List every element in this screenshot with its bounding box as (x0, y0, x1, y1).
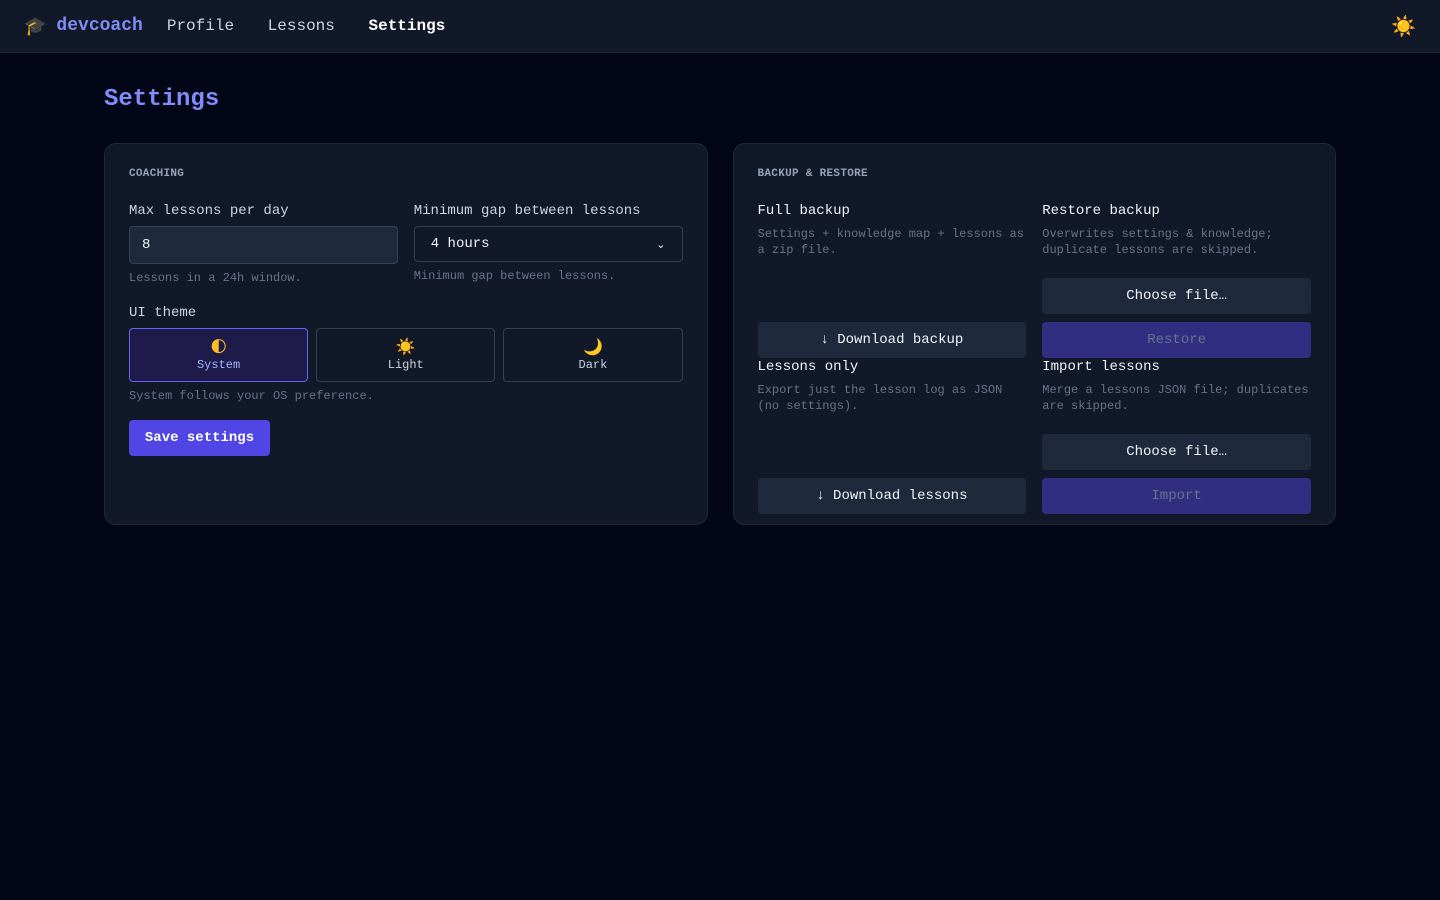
ui-theme-label: UI theme (129, 305, 197, 321)
restore-button[interactable]: Restore (1042, 322, 1311, 358)
theme-light-button[interactable]: ☀️ Light (316, 328, 496, 382)
min-gap-help: Minimum gap between lessons. (413, 269, 616, 283)
theme-label: Dark (578, 358, 608, 372)
save-settings-button[interactable]: Save settings (129, 420, 270, 456)
nav-lessons[interactable]: Lessons (267, 17, 335, 35)
theme-dark-button[interactable]: 🌙 Dark (503, 328, 683, 382)
backup-card: BACKUP & RESTORE Full backup Settings + … (732, 143, 1336, 525)
lessons-only-title: Lessons only (757, 359, 859, 375)
max-lessons-help: Lessons in a 24h window. (129, 271, 302, 285)
coaching-card: COACHING Max lessons per day 8 Lessons i… (104, 143, 708, 525)
theme-label: Light (387, 358, 424, 372)
theme-help: System follows your OS preference. (129, 389, 374, 403)
full-backup-title: Full backup (757, 203, 850, 219)
theme-system-button[interactable]: 🌓 System (129, 328, 309, 382)
full-backup-desc: Settings + knowledge map + lessons as a … (757, 227, 1024, 257)
theme-label: System (196, 358, 241, 372)
import-choose-file-button[interactable]: Choose file… (1042, 434, 1311, 470)
import-lessons-desc: Merge a lessons JSON file; duplicates ar… (1042, 383, 1309, 413)
nav-settings[interactable]: Settings (368, 17, 446, 35)
restore-choose-file-button[interactable]: Choose file… (1042, 278, 1311, 314)
max-lessons-input[interactable]: 8 (129, 226, 398, 264)
section-title: BACKUP & RESTORE (757, 168, 868, 180)
import-lessons-title: Import lessons (1042, 359, 1160, 375)
download-lessons-button[interactable]: ↓ Download lessons (757, 478, 1027, 514)
lessons-only-desc: Export just the lesson log as JSON (no s… (757, 383, 1003, 413)
sun-icon[interactable]: ☀️ (1391, 14, 1416, 38)
brand[interactable]: 🎓 devcoach (24, 16, 143, 37)
restore-backup-title: Restore backup (1042, 203, 1160, 219)
section-title: COACHING (129, 168, 185, 180)
graduation-cap-icon: 🎓 (24, 15, 47, 37)
sun-icon: ☀️ (395, 337, 416, 356)
brand-name: devcoach (56, 16, 143, 36)
min-gap-label: Minimum gap between lessons (413, 203, 641, 219)
nav-profile[interactable]: Profile (166, 17, 235, 35)
download-backup-button[interactable]: ↓ Download backup (757, 322, 1027, 358)
import-button[interactable]: Import (1042, 478, 1311, 514)
page-title: Settings (104, 86, 220, 113)
min-gap-select[interactable]: 4 hours ⌄ (413, 226, 683, 262)
min-gap-value: 4 hours (430, 236, 490, 252)
half-moon-icon: 🌓 (210, 337, 227, 356)
crescent-moon-icon: 🌙 (582, 337, 603, 356)
chevron-down-icon: ⌄ (656, 237, 666, 251)
max-lessons-label: Max lessons per day (129, 203, 289, 219)
restore-backup-desc: Overwrites settings & knowledge; duplica… (1042, 227, 1273, 257)
top-nav: 🎓 devcoach Profile Lessons Settings ☀️ (0, 0, 1440, 53)
